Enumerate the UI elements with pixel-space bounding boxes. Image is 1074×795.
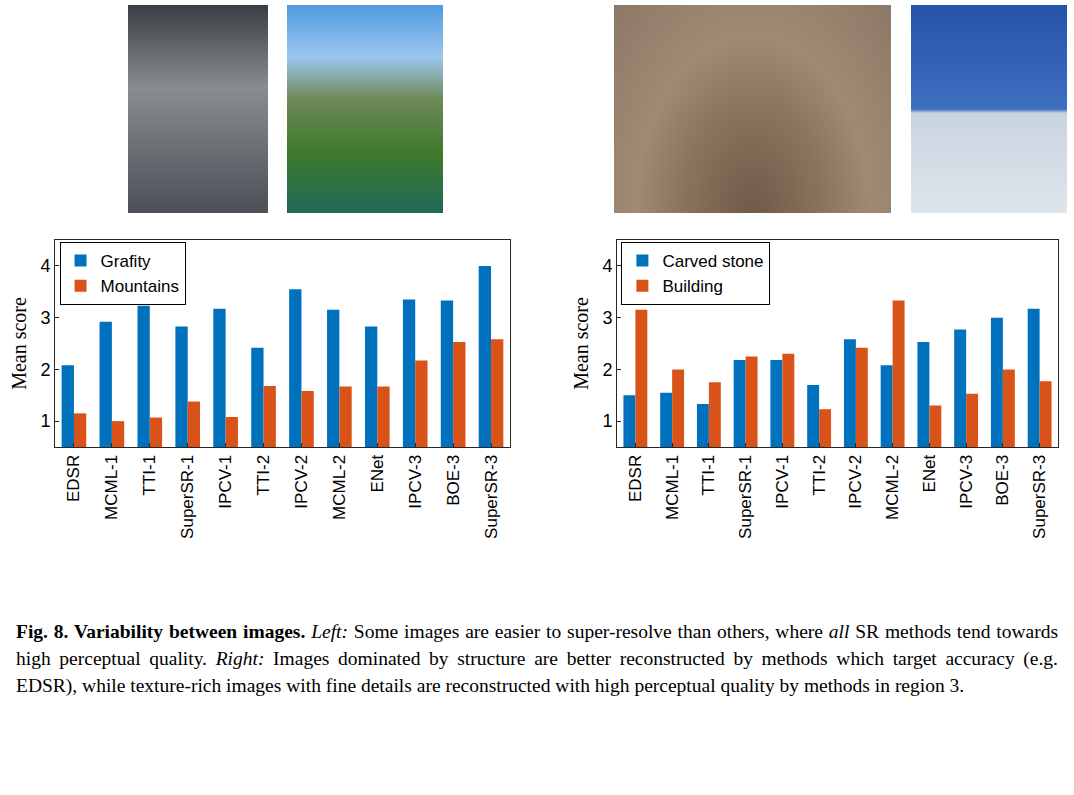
svg-text:MCML-2: MCML-2 <box>883 455 902 520</box>
svg-text:1: 1 <box>602 411 612 431</box>
svg-text:SuperSR-3: SuperSR-3 <box>1030 455 1049 539</box>
svg-text:EDSR: EDSR <box>64 455 83 502</box>
svg-text:2: 2 <box>602 360 612 380</box>
svg-text:Mean score: Mean score <box>570 297 592 390</box>
svg-text:TTI-1: TTI-1 <box>140 455 159 496</box>
svg-text:ENet: ENet <box>920 455 939 493</box>
svg-text:IPCV-3: IPCV-3 <box>406 455 425 509</box>
svg-text:Carved stone: Carved stone <box>662 252 763 271</box>
svg-text:BOE-3: BOE-3 <box>993 455 1012 506</box>
svg-text:IPCV-2: IPCV-2 <box>846 455 865 509</box>
svg-text:Mean score: Mean score <box>8 297 30 390</box>
svg-text:MCML-1: MCML-1 <box>102 455 121 520</box>
svg-text:MCML-2: MCML-2 <box>330 455 349 520</box>
svg-text:IPCV-1: IPCV-1 <box>773 455 792 509</box>
svg-text:MCML-1: MCML-1 <box>663 455 682 520</box>
svg-text:IPCV-2: IPCV-2 <box>292 455 311 509</box>
svg-text:TTI-2: TTI-2 <box>254 455 273 496</box>
svg-text:TTI-2: TTI-2 <box>810 455 829 496</box>
svg-text:SuperSR-3: SuperSR-3 <box>482 455 501 539</box>
svg-text:EDSR: EDSR <box>626 455 645 502</box>
svg-text:4: 4 <box>602 256 612 276</box>
svg-text:BOE-3: BOE-3 <box>444 455 463 506</box>
svg-text:2: 2 <box>40 360 50 380</box>
svg-text:Mountains: Mountains <box>101 277 179 296</box>
svg-text:3: 3 <box>602 308 612 328</box>
html-text:Fig. 8. Variability between im: Fig. 8. Variability between images. Left… <box>16 621 1058 696</box>
svg-text:Building: Building <box>662 277 723 296</box>
svg-text:1: 1 <box>40 411 50 431</box>
svg-text:IPCV-1: IPCV-1 <box>216 455 235 509</box>
svg-text:IPCV-3: IPCV-3 <box>957 455 976 509</box>
svg-text:3: 3 <box>40 308 50 328</box>
svg-text:Grafity: Grafity <box>101 252 152 271</box>
svg-text:SuperSR-1: SuperSR-1 <box>178 455 197 539</box>
svg-text:TTI-1: TTI-1 <box>699 455 718 496</box>
svg-text:ENet: ENet <box>368 455 387 493</box>
svg-text:SuperSR-1: SuperSR-1 <box>736 455 755 539</box>
svg-text:4: 4 <box>40 256 50 276</box>
